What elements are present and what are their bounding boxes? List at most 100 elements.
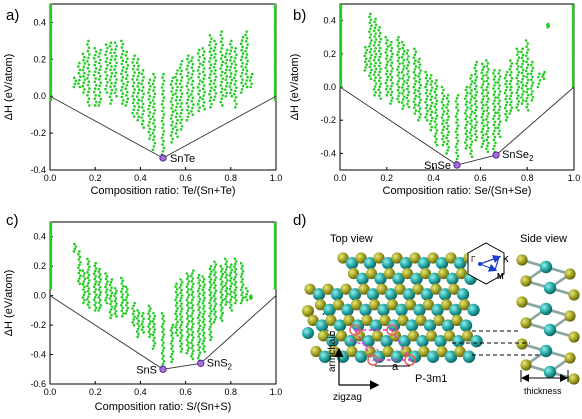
data-point	[97, 104, 101, 107]
data-point	[192, 322, 195, 326]
data-point	[498, 114, 501, 117]
y-tick-label-c: 0.2	[33, 261, 46, 271]
data-point	[99, 81, 103, 84]
data-point	[220, 306, 224, 309]
data-point	[485, 138, 489, 142]
data-point	[441, 91, 444, 95]
data-point	[192, 282, 195, 286]
data-point	[202, 101, 206, 104]
data-point	[162, 89, 165, 93]
data-point	[208, 327, 211, 331]
data-point	[191, 271, 194, 275]
data-point	[81, 68, 85, 72]
data-point	[494, 141, 497, 145]
data-point	[526, 87, 530, 91]
x-atom	[383, 267, 396, 280]
data-point	[97, 283, 101, 286]
data-point	[402, 65, 406, 68]
data-point	[147, 107, 150, 111]
data-point	[235, 102, 238, 106]
data-point	[434, 87, 438, 91]
data-point	[197, 75, 200, 79]
data-point	[99, 303, 103, 307]
data-point	[400, 55, 404, 59]
data-point	[219, 277, 223, 281]
data-point	[179, 95, 183, 99]
data-point	[132, 74, 135, 78]
data-point	[234, 46, 238, 50]
data-point	[214, 59, 218, 62]
data-point	[390, 84, 393, 88]
x-atom	[451, 314, 463, 326]
data-point	[413, 91, 416, 95]
data-point	[190, 76, 193, 79]
data-point	[209, 63, 213, 67]
data-point	[97, 270, 101, 274]
stable-phase-label: SnTe	[170, 153, 195, 165]
x-atom	[520, 275, 532, 287]
data-point	[201, 70, 205, 74]
data-point	[108, 95, 112, 99]
data-point	[49, 21, 53, 24]
data-point	[203, 90, 206, 94]
data-point	[180, 342, 183, 345]
data-point	[503, 76, 507, 80]
data-point	[244, 33, 247, 37]
data-point	[152, 122, 155, 125]
data-point	[93, 46, 97, 50]
data-point	[140, 99, 143, 102]
data-point	[104, 60, 108, 64]
data-point	[132, 309, 136, 313]
data-point	[162, 79, 166, 83]
data-point	[153, 341, 157, 345]
data-point	[136, 327, 140, 331]
data-point	[125, 100, 129, 104]
data-point	[424, 70, 427, 74]
data-point	[151, 320, 155, 323]
data-point	[162, 106, 165, 109]
data-point	[209, 291, 213, 294]
x-tick-label-c: 0.2	[89, 387, 102, 397]
data-point	[401, 98, 405, 101]
x-tick-label-c: 1.0	[270, 387, 283, 397]
data-point	[132, 57, 135, 61]
data-point	[485, 109, 489, 112]
data-point	[88, 70, 91, 73]
data-point	[412, 56, 416, 59]
data-point	[152, 138, 155, 142]
data-point	[208, 83, 212, 86]
data-point	[521, 47, 524, 51]
data-point	[229, 303, 233, 307]
data-point	[49, 78, 53, 82]
data-point	[49, 23, 53, 26]
data-point	[473, 87, 477, 91]
x-tick-label-b: 0.0	[334, 173, 347, 183]
data-point	[481, 133, 485, 137]
data-point	[87, 80, 91, 83]
data-point	[244, 72, 248, 76]
data-point	[115, 78, 118, 81]
data-point	[224, 94, 228, 98]
data-point	[197, 313, 201, 317]
data-point	[110, 286, 113, 289]
data-point	[105, 74, 109, 77]
data-point	[486, 129, 489, 133]
data-point	[442, 88, 445, 92]
data-point	[529, 72, 533, 76]
data-point	[339, 10, 343, 13]
x-atom	[394, 283, 406, 295]
data-point	[430, 116, 434, 120]
data-point	[229, 271, 233, 275]
data-point	[208, 320, 212, 323]
data-point	[180, 334, 184, 337]
data-point	[465, 123, 468, 127]
data-point	[104, 277, 108, 281]
data-point	[498, 84, 501, 87]
data-point	[368, 21, 372, 25]
data-point	[474, 93, 478, 97]
data-point	[493, 114, 496, 118]
data-point	[401, 77, 404, 80]
data-point	[78, 282, 82, 286]
data-point	[485, 94, 489, 98]
